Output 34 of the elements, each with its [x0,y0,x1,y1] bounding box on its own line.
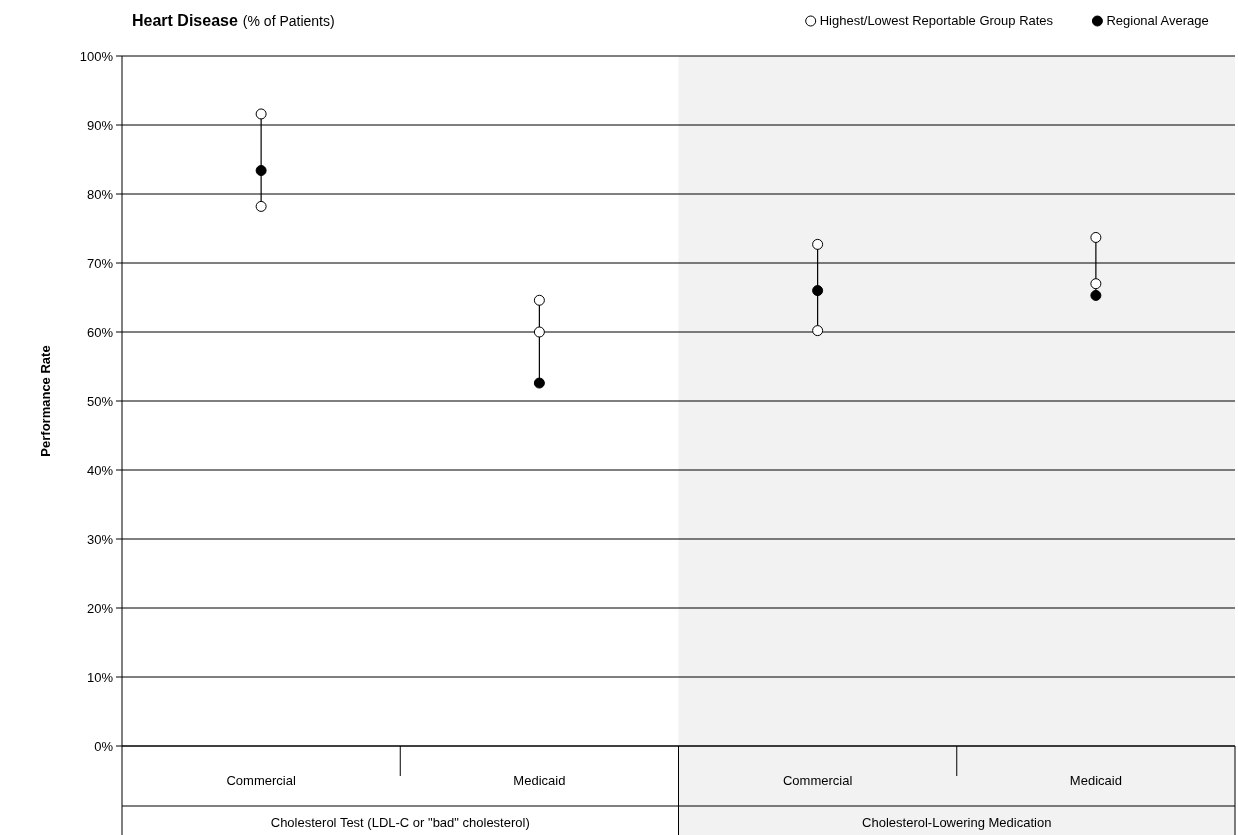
y-tick-label: 30% [86,531,114,547]
x-tick-label: Commercial [226,773,296,788]
y-tick-label: 60% [86,324,114,340]
legend-label: Regional Average [1106,13,1209,28]
y-tick-label: 0% [94,738,114,754]
point [255,108,267,120]
point [812,325,824,337]
point [1090,231,1102,243]
point [812,285,824,297]
text: Cholesterol-Lowering Medication [862,815,1052,830]
legend-label: Highest/Lowest Reportable Group Rates [819,13,1054,28]
x-tick-label: Medicaid [1069,773,1122,788]
text: Cholesterol Test (LDL-C or "bad" cholesterol) [270,815,530,830]
y-tick-label: 100% [79,48,114,64]
y-tick-label: 70% [86,255,114,271]
point [533,377,545,389]
point [255,200,267,212]
point [1090,289,1102,301]
point [255,165,267,177]
y-tick-label: 20% [86,600,114,616]
chart-subtitle: (% of Patients) [242,13,335,29]
y-tick-label: 90% [86,117,114,133]
y-tick-label: 10% [86,669,114,685]
y-tick-label: 50% [86,393,114,409]
chart-title: Heart Disease [132,12,238,29]
y-axis-title: Performance Rate [38,345,53,457]
point [812,238,824,250]
point [533,294,545,306]
point [533,326,545,338]
y-tick-label: 80% [86,186,114,202]
y-tick-label: 40% [86,462,114,478]
point [1090,278,1102,290]
x-tick-label: Medicaid [513,773,566,788]
x-tick-label: Commercial [782,773,853,788]
